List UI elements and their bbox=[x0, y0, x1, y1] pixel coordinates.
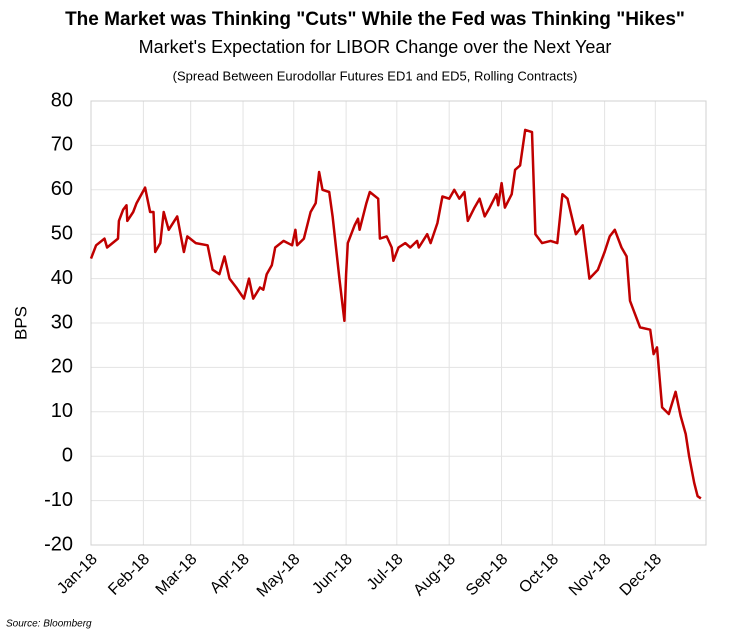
y-tick-label: 60 bbox=[51, 178, 73, 200]
x-tick-label: Jun-18 bbox=[309, 551, 356, 598]
x-tick-label: Jan-18 bbox=[54, 551, 101, 598]
y-tick-label: 70 bbox=[51, 134, 73, 156]
y-tick-label: 40 bbox=[51, 267, 73, 289]
x-tick-label: Sep-18 bbox=[463, 551, 512, 600]
y-tick-label: 20 bbox=[51, 356, 73, 378]
x-tick-label: Mar-18 bbox=[153, 551, 201, 599]
x-tick-label: Aug-18 bbox=[410, 551, 459, 600]
x-tick-label: Apr-18 bbox=[207, 551, 253, 597]
y-tick-label: 10 bbox=[51, 400, 73, 422]
plot-frame bbox=[90, 100, 707, 546]
x-tick-label: Nov-18 bbox=[566, 551, 615, 600]
x-tick-label: Oct-18 bbox=[516, 551, 562, 597]
x-tick-label: Feb-18 bbox=[105, 551, 153, 599]
chart-title: The Market was Thinking "Cuts" While the… bbox=[65, 9, 685, 30]
y-axis-label: BPS bbox=[11, 306, 30, 340]
y-tick-label: 0 bbox=[62, 444, 73, 466]
x-tick-label: May-18 bbox=[254, 551, 304, 601]
chart-note: (Spread Between Eurodollar Futures ED1 a… bbox=[173, 68, 578, 83]
x-tick-label: Jul-18 bbox=[364, 551, 407, 594]
source: Source: Bloomberg bbox=[6, 619, 92, 630]
y-tick-label: 30 bbox=[51, 311, 73, 333]
y-tick-label: 80 bbox=[51, 89, 73, 111]
chart-subtitle: Market's Expectation for LIBOR Change ov… bbox=[139, 37, 612, 57]
y-tick-label: -10 bbox=[44, 489, 73, 511]
data-line bbox=[89, 128, 702, 500]
y-tick-label: -20 bbox=[44, 533, 73, 555]
x-tick-label: Dec-18 bbox=[617, 551, 666, 600]
y-tick-label: 50 bbox=[51, 222, 73, 244]
